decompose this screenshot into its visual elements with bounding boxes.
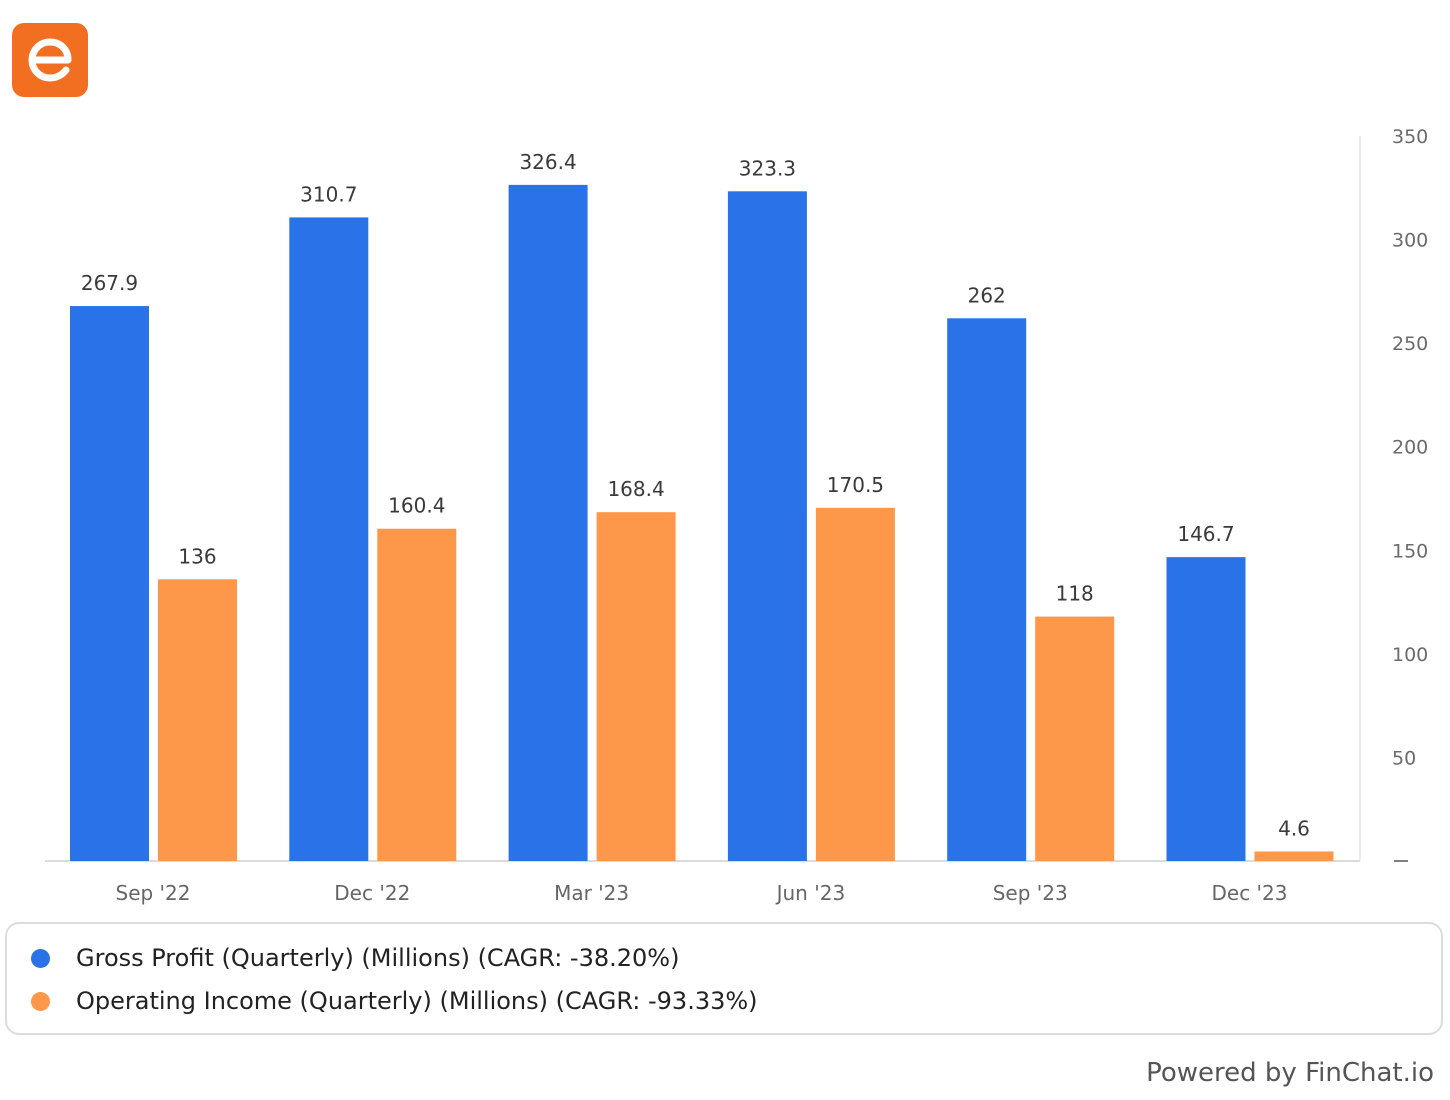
finchat-logo [12, 23, 88, 97]
y-tick-label: 100 [1392, 644, 1428, 666]
bar-gross-profit [947, 318, 1027, 861]
data-label: 118 [1056, 582, 1094, 606]
data-label: 4.6 [1278, 816, 1310, 840]
data-label: 310.7 [300, 182, 357, 206]
legend-label-gross-profit: Gross Profit (Quarterly) (Millions) (CAG… [76, 944, 680, 972]
bar-chart: 350 300 250 200 150 100 50 267.9 136 Sep '22 310.7… [45, 126, 1428, 905]
bar-gross-profit [508, 184, 588, 861]
bar-gross-profit [727, 191, 807, 862]
y-tick-label: 350 [1392, 126, 1428, 148]
bar-operating-income [1254, 851, 1334, 861]
bar-operating-income [377, 528, 457, 861]
y-tick-label: 200 [1392, 437, 1428, 459]
data-label: 170.5 [827, 473, 884, 497]
data-label: 160.4 [388, 494, 445, 518]
data-label: 262 [968, 283, 1006, 307]
data-label: 323.3 [739, 156, 796, 180]
legend-item-operating-income[interactable]: Operating Income (Quarterly) (Millions) … [31, 987, 758, 1015]
legend-marker-gross-profit [31, 948, 50, 968]
bar-operating-income [1035, 616, 1115, 861]
y-tick-label: 300 [1392, 230, 1428, 252]
data-label: 146.7 [1177, 522, 1234, 546]
legend-marker-operating-income [31, 991, 50, 1011]
legend-label-operating-income: Operating Income (Quarterly) (Millions) … [76, 987, 758, 1015]
y-tick-label: 50 [1392, 747, 1416, 769]
data-label: 326.4 [519, 150, 576, 174]
bar-gross-profit [70, 306, 149, 861]
y-tick-label: 150 [1392, 540, 1428, 562]
bar-gross-profit [1166, 557, 1246, 861]
x-tick-label: Dec '23 [1211, 881, 1287, 905]
data-label: 168.4 [607, 477, 664, 501]
x-tick-label: Mar '23 [554, 881, 629, 905]
data-label: 136 [178, 544, 216, 568]
chart-legend: Gross Profit (Quarterly) (Millions) (CAG… [5, 922, 1443, 1035]
x-tick-label: Jun '23 [775, 881, 846, 905]
powered-by-footer: Powered by FinChat.io [1146, 1058, 1434, 1088]
y-tick-label: 250 [1392, 333, 1428, 355]
data-label: 267.9 [81, 271, 138, 295]
bar-gross-profit [289, 217, 369, 861]
x-tick-label: Dec '22 [334, 881, 410, 905]
legend-item-gross-profit[interactable]: Gross Profit (Quarterly) (Millions) (CAG… [31, 944, 679, 972]
bar-operating-income [158, 579, 237, 861]
bar-operating-income [815, 507, 895, 861]
finchat-e-logo-icon [28, 38, 72, 82]
x-tick-label: Sep '23 [993, 881, 1068, 905]
bar-operating-income [596, 512, 676, 861]
x-tick-label: Sep '22 [116, 881, 191, 905]
